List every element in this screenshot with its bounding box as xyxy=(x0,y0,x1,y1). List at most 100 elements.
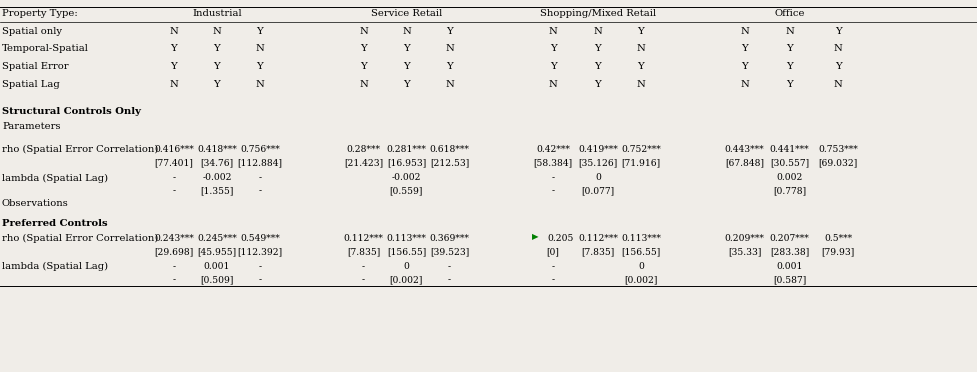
Text: 0.113***: 0.113*** xyxy=(387,234,426,243)
Text: [212.53]: [212.53] xyxy=(430,158,469,167)
Text: -: - xyxy=(258,262,262,271)
Text: N: N xyxy=(834,45,842,54)
Text: Spatial Error: Spatial Error xyxy=(2,62,68,71)
Text: Industrial: Industrial xyxy=(192,9,241,18)
Text: 0.112***: 0.112*** xyxy=(344,234,383,243)
Text: rho (Spatial Error Correlation): rho (Spatial Error Correlation) xyxy=(2,145,158,154)
Text: 0.243***: 0.243*** xyxy=(154,234,193,243)
Text: N: N xyxy=(360,27,367,36)
Text: 0.5***: 0.5*** xyxy=(825,234,852,243)
Text: Y: Y xyxy=(404,45,409,54)
Text: [0.587]: [0.587] xyxy=(773,275,806,284)
Text: 0.205: 0.205 xyxy=(548,234,573,243)
Text: Y: Y xyxy=(214,62,220,71)
Text: [39.523]: [39.523] xyxy=(430,247,469,256)
Text: [79.93]: [79.93] xyxy=(822,247,855,256)
Text: Y: Y xyxy=(742,45,747,54)
Text: lambda (Spatial Lag): lambda (Spatial Lag) xyxy=(2,262,108,271)
Text: [0.778]: [0.778] xyxy=(773,186,806,195)
Text: 0.209***: 0.209*** xyxy=(725,234,764,243)
Text: Y: Y xyxy=(550,45,556,54)
Text: Property Type:: Property Type: xyxy=(2,9,78,18)
Text: Y: Y xyxy=(404,62,409,71)
Text: Y: Y xyxy=(214,80,220,89)
Text: Y: Y xyxy=(595,80,601,89)
Text: -: - xyxy=(258,275,262,284)
Text: 0.001: 0.001 xyxy=(777,262,802,271)
Text: [0.002]: [0.002] xyxy=(390,275,423,284)
Text: [1.355]: [1.355] xyxy=(200,186,234,195)
Text: N: N xyxy=(741,27,748,36)
Text: Y: Y xyxy=(171,45,177,54)
Text: -: - xyxy=(447,262,451,271)
Text: 0.756***: 0.756*** xyxy=(240,145,279,154)
Text: -: - xyxy=(551,262,555,271)
Text: Y: Y xyxy=(595,45,601,54)
Text: N: N xyxy=(256,80,264,89)
Text: Office: Office xyxy=(774,9,805,18)
Text: [7.835]: [7.835] xyxy=(581,247,615,256)
Text: Y: Y xyxy=(361,62,366,71)
Text: N: N xyxy=(834,80,842,89)
Text: Y: Y xyxy=(786,62,792,71)
Text: Structural Controls Only: Structural Controls Only xyxy=(2,107,141,116)
Text: 0: 0 xyxy=(638,262,644,271)
Text: Observations: Observations xyxy=(2,199,68,208)
Text: Y: Y xyxy=(257,27,263,36)
Text: 0.001: 0.001 xyxy=(204,262,230,271)
Text: 0.443***: 0.443*** xyxy=(725,145,764,154)
Text: N: N xyxy=(170,80,178,89)
Text: -0.002: -0.002 xyxy=(202,173,232,182)
Text: -: - xyxy=(551,186,555,195)
Text: -: - xyxy=(172,186,176,195)
Text: -: - xyxy=(172,262,176,271)
Text: rho (Spatial Error Correlation): rho (Spatial Error Correlation) xyxy=(2,234,158,243)
Text: -: - xyxy=(551,173,555,182)
Text: [112.884]: [112.884] xyxy=(237,158,282,167)
Text: Y: Y xyxy=(361,45,366,54)
Text: Y: Y xyxy=(446,62,452,71)
Text: [77.401]: [77.401] xyxy=(154,158,193,167)
Text: [35.33]: [35.33] xyxy=(728,247,761,256)
Text: 0.618***: 0.618*** xyxy=(430,145,469,154)
Text: N: N xyxy=(446,80,453,89)
Text: N: N xyxy=(256,45,264,54)
Text: Y: Y xyxy=(595,62,601,71)
Text: [29.698]: [29.698] xyxy=(154,247,193,256)
Text: Temporal-Spatial: Temporal-Spatial xyxy=(2,45,89,54)
Text: N: N xyxy=(403,27,410,36)
Text: 0.549***: 0.549*** xyxy=(240,234,279,243)
Text: 0.418***: 0.418*** xyxy=(197,145,236,154)
Text: [283.38]: [283.38] xyxy=(770,247,809,256)
Text: -: - xyxy=(258,173,262,182)
Text: N: N xyxy=(549,27,557,36)
Text: [0.077]: [0.077] xyxy=(581,186,615,195)
Text: [71.916]: [71.916] xyxy=(621,158,660,167)
Text: [156.55]: [156.55] xyxy=(621,247,660,256)
Text: 0.369***: 0.369*** xyxy=(430,234,469,243)
Text: Service Retail: Service Retail xyxy=(371,9,442,18)
Text: [67.848]: [67.848] xyxy=(725,158,764,167)
Text: -: - xyxy=(361,275,365,284)
Text: [156.55]: [156.55] xyxy=(387,247,426,256)
Text: 0.112***: 0.112*** xyxy=(578,234,617,243)
Text: Y: Y xyxy=(214,45,220,54)
Text: [0.559]: [0.559] xyxy=(390,186,423,195)
Text: Y: Y xyxy=(786,45,792,54)
Text: N: N xyxy=(549,80,557,89)
Text: N: N xyxy=(446,45,453,54)
Text: 0.281***: 0.281*** xyxy=(387,145,426,154)
Text: Y: Y xyxy=(171,62,177,71)
Text: N: N xyxy=(360,80,367,89)
Text: Y: Y xyxy=(550,62,556,71)
Text: [7.835]: [7.835] xyxy=(347,247,380,256)
Text: -: - xyxy=(551,275,555,284)
Text: N: N xyxy=(637,80,645,89)
Text: -: - xyxy=(447,275,451,284)
Text: -: - xyxy=(172,173,176,182)
Text: [35.126]: [35.126] xyxy=(578,158,617,167)
Text: [34.76]: [34.76] xyxy=(200,158,234,167)
Text: Y: Y xyxy=(742,62,747,71)
Text: N: N xyxy=(637,45,645,54)
Text: Parameters: Parameters xyxy=(2,122,61,131)
